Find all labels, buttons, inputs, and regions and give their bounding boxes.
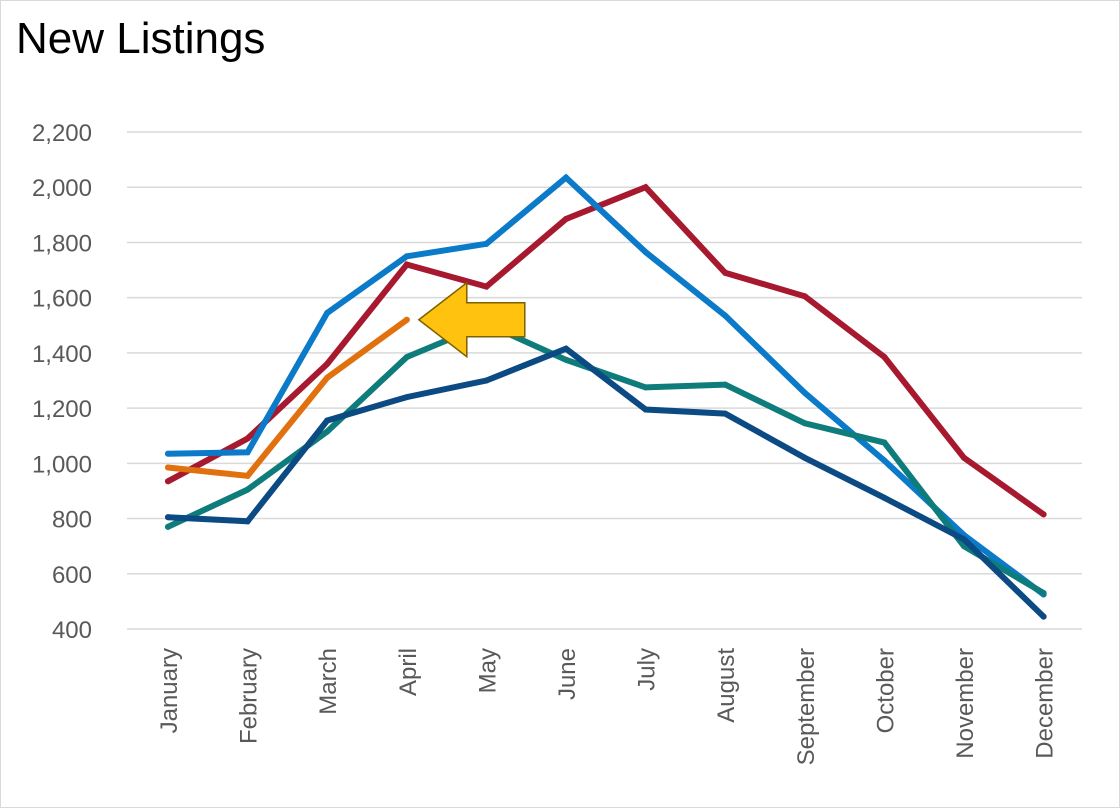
data-point — [324, 428, 331, 435]
data-point — [881, 439, 888, 446]
data-point — [483, 377, 490, 384]
y-tick-label: 600 — [52, 562, 92, 589]
data-point — [403, 253, 410, 260]
data-point — [244, 449, 251, 456]
data-point — [881, 354, 888, 361]
data-point — [642, 406, 649, 413]
x-tick-label: December — [1032, 648, 1059, 759]
data-point — [483, 283, 490, 290]
data-point — [881, 494, 888, 501]
x-tick-label: March — [315, 648, 342, 715]
data-point — [244, 472, 251, 479]
annotations — [417, 281, 526, 359]
data-point — [165, 464, 171, 471]
x-tick-label: May — [474, 648, 501, 693]
data-point — [165, 450, 171, 457]
data-point — [801, 420, 808, 427]
data-point — [403, 316, 410, 323]
series-line-4 — [165, 345, 1047, 620]
data-point — [324, 360, 331, 367]
x-tick-label: April — [395, 648, 422, 696]
y-tick-label: 2,200 — [32, 120, 92, 147]
series-line-5 — [165, 316, 410, 479]
data-point — [722, 381, 729, 388]
x-tick-label: February — [236, 648, 263, 744]
data-point — [642, 249, 649, 256]
series-line-1 — [165, 183, 1047, 518]
data-point — [801, 293, 808, 300]
y-tick-label: 1,000 — [32, 451, 92, 478]
data-point — [563, 174, 569, 181]
x-tick-label: August — [713, 648, 740, 723]
arrow-annotation — [417, 281, 526, 359]
data-point — [324, 374, 331, 381]
series-lines — [165, 173, 1047, 620]
y-tick-label: 400 — [52, 617, 92, 644]
data-point — [642, 184, 649, 191]
y-tick-label: 2,000 — [32, 175, 92, 202]
data-point — [324, 417, 331, 424]
x-tick-label: January — [156, 648, 183, 733]
data-point — [165, 523, 171, 530]
x-tick-label: September — [793, 648, 820, 765]
data-point — [165, 514, 171, 521]
y-tick-label: 1,200 — [32, 396, 92, 423]
data-point — [563, 356, 569, 363]
data-point — [1040, 613, 1047, 620]
y-axis-ticks: 400 600 800 1,000 1,200 1,400 1,600 1,800 2,000 2… — [32, 120, 92, 644]
data-point — [881, 457, 888, 464]
data-point — [563, 345, 569, 352]
chart-title: New Listings — [16, 14, 266, 63]
data-point — [165, 478, 171, 485]
y-tick-label: 800 — [52, 507, 92, 534]
data-point — [403, 354, 410, 361]
data-point — [244, 435, 251, 442]
x-tick-label: October — [872, 648, 899, 733]
x-tick-label: November — [952, 648, 979, 759]
x-tick-label: June — [554, 648, 581, 700]
data-point — [722, 269, 729, 276]
data-point — [801, 389, 808, 396]
y-tick-label: 1,800 — [32, 230, 92, 257]
data-point — [722, 312, 729, 319]
x-axis-ticks: January February March April May June July Augu… — [156, 648, 1059, 766]
x-tick-label: July — [634, 648, 661, 691]
data-point — [563, 215, 569, 222]
series-line-2 — [165, 173, 1047, 598]
data-point — [244, 518, 251, 525]
data-point — [1040, 511, 1047, 518]
data-point — [403, 261, 410, 268]
data-point — [642, 384, 649, 391]
data-point — [1040, 590, 1047, 597]
data-point — [244, 486, 251, 493]
data-point — [324, 309, 331, 316]
data-point — [483, 240, 490, 247]
data-point — [801, 454, 808, 461]
y-tick-label: 1,400 — [32, 341, 92, 368]
data-point — [961, 454, 967, 461]
data-point — [722, 410, 729, 417]
y-tick-label: 1,600 — [32, 286, 92, 313]
data-point — [961, 536, 967, 543]
data-point — [403, 394, 410, 401]
